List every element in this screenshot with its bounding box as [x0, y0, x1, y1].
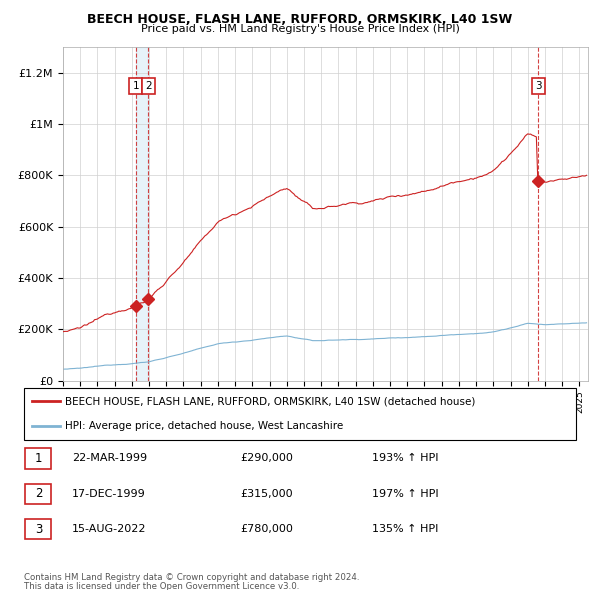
Text: Price paid vs. HM Land Registry's House Price Index (HPI): Price paid vs. HM Land Registry's House …: [140, 24, 460, 34]
Text: 3: 3: [535, 81, 542, 91]
Text: 197% ↑ HPI: 197% ↑ HPI: [372, 489, 439, 499]
Text: 2: 2: [145, 81, 152, 91]
Text: 1: 1: [35, 452, 42, 465]
Text: 193% ↑ HPI: 193% ↑ HPI: [372, 454, 439, 463]
Text: 1: 1: [133, 81, 139, 91]
Text: BEECH HOUSE, FLASH LANE, RUFFORD, ORMSKIRK, L40 1SW: BEECH HOUSE, FLASH LANE, RUFFORD, ORMSKI…: [88, 13, 512, 26]
Text: HPI: Average price, detached house, West Lancashire: HPI: Average price, detached house, West…: [65, 421, 344, 431]
Text: 135% ↑ HPI: 135% ↑ HPI: [372, 525, 439, 534]
Bar: [136, 47, 148, 381]
Text: Contains HM Land Registry data © Crown copyright and database right 2024.: Contains HM Land Registry data © Crown c…: [24, 573, 359, 582]
Text: 22-MAR-1999: 22-MAR-1999: [72, 454, 147, 463]
Text: £780,000: £780,000: [240, 525, 293, 534]
Text: £315,000: £315,000: [240, 489, 293, 499]
Text: BEECH HOUSE, FLASH LANE, RUFFORD, ORMSKIRK, L40 1SW (detached house): BEECH HOUSE, FLASH LANE, RUFFORD, ORMSKI…: [65, 396, 476, 406]
Text: 2: 2: [35, 487, 42, 500]
Text: This data is licensed under the Open Government Licence v3.0.: This data is licensed under the Open Gov…: [24, 582, 299, 590]
Text: £290,000: £290,000: [240, 454, 293, 463]
Text: 17-DEC-1999: 17-DEC-1999: [72, 489, 146, 499]
Text: 15-AUG-2022: 15-AUG-2022: [72, 525, 146, 534]
Text: 3: 3: [35, 523, 42, 536]
